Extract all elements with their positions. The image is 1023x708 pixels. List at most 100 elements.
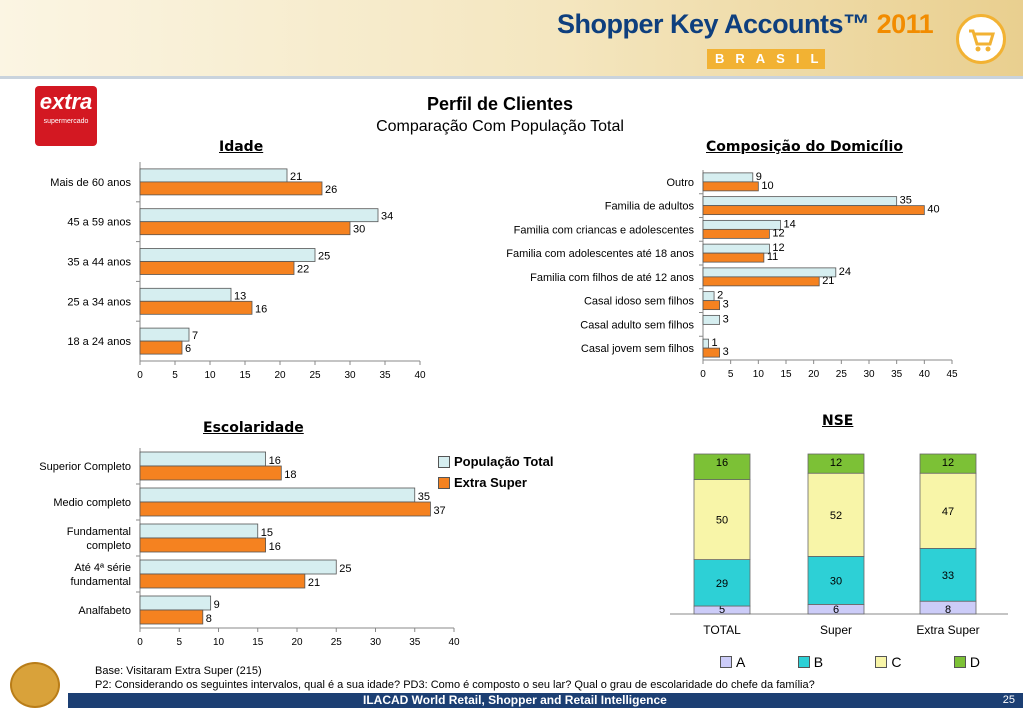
bar-extra [139,465,282,481]
bar-extra [139,181,323,196]
category-label: Familia com adolescentes até 18 anos [506,248,694,260]
bar-segment-b [807,556,865,605]
brand-country: BRASIL [707,49,825,69]
x-tick-label: 40 [919,369,931,380]
data-label: 12 [772,227,784,239]
x-tick-label: 10 [204,370,216,381]
bar-populacao [702,196,898,207]
data-label: 21 [822,275,834,287]
data-label: 37 [433,505,445,517]
bar-extra [139,221,351,236]
bar-populacao [139,487,416,503]
page-title: Perfil de Clientes [426,94,574,114]
bar-extra [702,300,721,311]
bar-extra [139,501,431,517]
data-label: 30 [353,224,365,236]
data-label: 1 [712,337,718,349]
data-label: 3 [723,313,729,325]
data-label: 21 [290,171,302,183]
bar-populacao [702,172,754,183]
category-label: Extra Super [916,623,979,637]
x-tick-label: 35 [891,369,903,380]
category-label: Fundamental completo [67,526,131,552]
x-tick-label: 25 [331,637,343,648]
bar-segment-d [693,453,751,481]
data-label: 24 [839,266,851,278]
bar-extra [702,205,925,216]
data-label: 7 [192,330,198,342]
bar-populacao [139,208,379,223]
bar-segment-b [693,559,751,607]
category-label: Casal adulto sem filhos [580,319,694,331]
legend-item-c: C [875,654,902,670]
data-label: 8 [206,613,212,625]
seal-badge-icon [10,662,60,708]
bar-populacao [702,314,721,325]
bar-populacao [702,338,709,349]
x-tick-label: 15 [780,369,792,380]
chart-title-idade: Idade [219,139,264,155]
shopping-cart-icon [956,14,1006,64]
x-tick-label: 35 [409,637,421,648]
x-tick-label: 5 [728,369,734,380]
header-banner [0,0,1023,78]
x-tick-label: 15 [239,370,251,381]
x-tick-label: 30 [344,370,356,381]
logo-subtext: supermercado [43,118,89,125]
data-label: 11 [767,251,778,263]
bar-populacao [702,243,770,254]
data-label: 33 [942,570,954,582]
bar-populacao [702,267,837,278]
data-label: 16 [716,457,728,469]
bar-populacao [139,248,316,262]
data-label: 22 [297,264,309,276]
x-tick-label: 20 [291,637,303,648]
x-tick-label: 5 [176,637,182,648]
bar-extra [702,252,765,263]
chart-title-nse: NSE [822,413,854,429]
data-label: 26 [325,184,337,196]
x-tick-label: 10 [753,369,765,380]
bar-extra [139,261,295,275]
category-label: Mais de 60 anos [50,177,131,189]
data-label: 6 [185,343,191,355]
bar-populacao [139,168,288,183]
data-label: 5 [719,604,725,616]
bar-populacao [139,559,337,575]
data-label: 25 [339,563,351,575]
chart-idade: 0 5 10 15 20 25 30 35 40 Mais de 60 anos 21 26 45 a … [50,162,426,381]
data-label: 12 [942,457,954,469]
bar-segment-d [807,453,865,474]
bar-extra [139,537,266,553]
category-label: Casal idoso sem filhos [584,296,695,308]
bar-extra [702,181,759,192]
data-label: 15 [261,527,273,539]
bar-populacao [139,451,266,467]
data-label: 18 [284,469,296,481]
bar-segment-d [919,453,977,474]
data-label: 14 [783,218,795,230]
x-tick-label: 30 [863,369,875,380]
bar-populacao [702,219,781,230]
category-label: Medio completo [53,497,131,509]
x-tick-label: 30 [370,637,382,648]
x-tick-label: 0 [137,637,143,648]
legend-item-d: D [953,654,980,670]
x-tick-label: 40 [414,370,426,381]
category-label: 35 a 44 anos [67,257,131,269]
data-label: 52 [830,510,842,522]
data-label: 35 [418,491,430,503]
data-label: 12 [772,242,784,254]
x-tick-label: 0 [700,369,706,380]
category-label: Casal jovem sem filhos [581,343,695,355]
chart-title-domicilio: Composição do Domicílio [706,139,903,155]
footer-bar: ILACAD World Retail, Shopper and Retail … [68,693,1023,708]
bar-populacao [139,595,212,611]
data-label: 3 [723,346,729,358]
bar-segment-c [807,472,865,557]
data-label: 16 [269,541,281,553]
category-label: TOTAL [703,623,741,637]
x-tick-label: 0 [137,370,143,381]
bar-extra [702,228,770,239]
